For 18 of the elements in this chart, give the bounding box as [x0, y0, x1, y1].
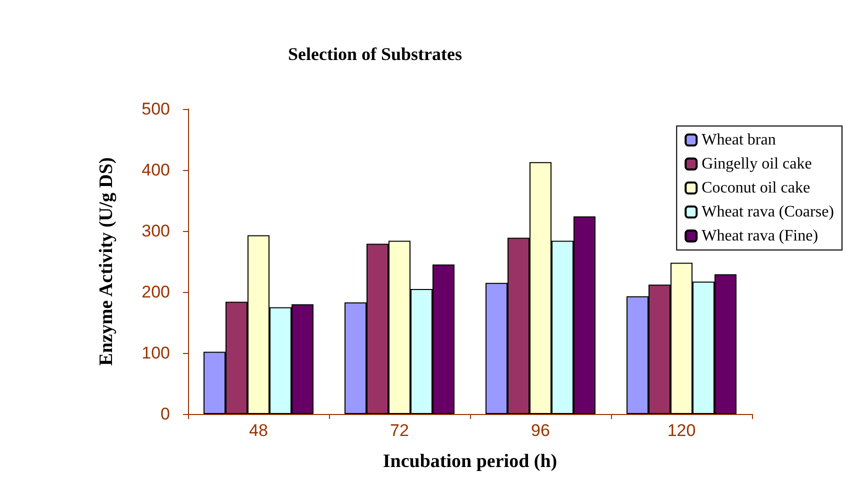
legend-label: Wheat rava (Fine): [702, 228, 818, 244]
y-tick-label: 500: [142, 100, 170, 118]
y-tick-label: 400: [142, 160, 170, 180]
x-tick-label: 72: [390, 421, 409, 440]
x-tick-label: 120: [667, 421, 696, 440]
chart-title: Selection of Substrates: [288, 44, 462, 64]
legend-label: Wheat bran: [702, 132, 776, 148]
y-axis-title: Enzyme Activity (U/g DS): [96, 157, 117, 366]
x-axis-title: Incubation period (h): [382, 451, 558, 472]
y-tick-label: 100: [142, 344, 170, 362]
x-tick-label: 96: [531, 421, 550, 440]
legend-label: Wheat rava (Coarse): [702, 204, 834, 220]
y-tick-label: 200: [142, 282, 170, 302]
y-tick-label: 300: [142, 222, 170, 240]
x-tick-label: 48: [249, 421, 268, 440]
legend-label: Gingelly oil cake: [702, 156, 812, 172]
y-tick-label: 0: [160, 404, 170, 424]
legend-label: Coconut oil cake: [702, 180, 810, 196]
